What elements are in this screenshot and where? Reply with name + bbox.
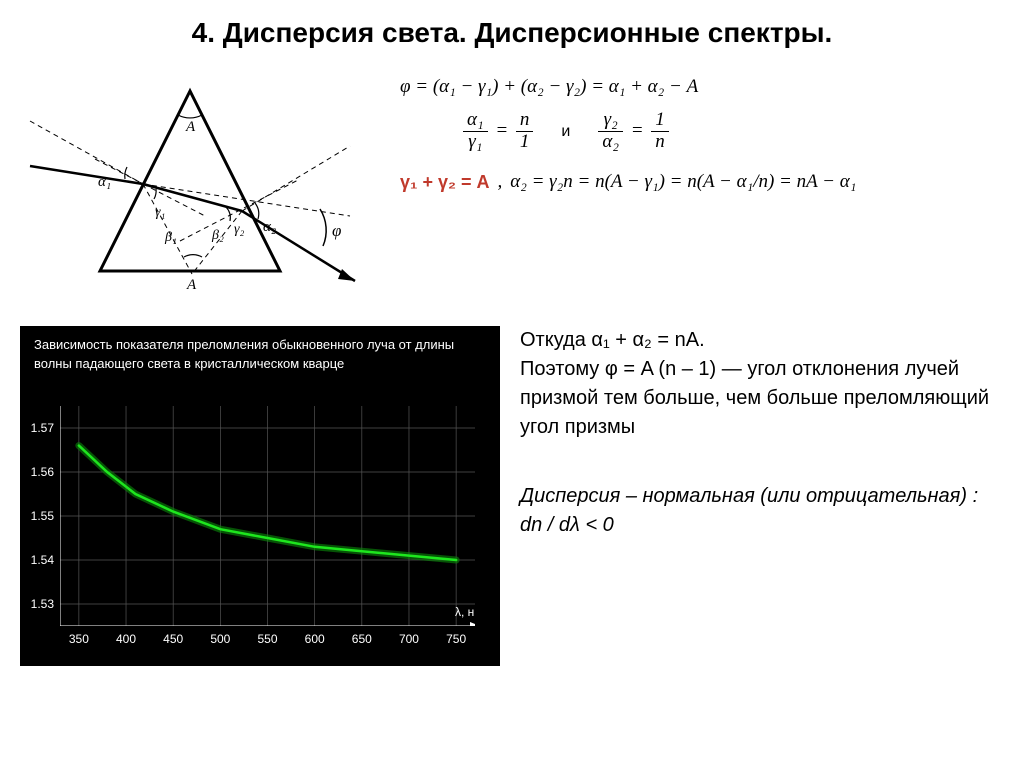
x-tick: 750 bbox=[446, 626, 466, 646]
x-tick: 650 bbox=[352, 626, 372, 646]
dispersion-graph: Зависимость показателя преломления обыкн… bbox=[20, 326, 500, 666]
label-gamma1: γ₁ bbox=[155, 205, 165, 220]
x-tick: 550 bbox=[257, 626, 277, 646]
x-tick: 450 bbox=[163, 626, 183, 646]
label-A-bot: A bbox=[186, 277, 197, 293]
y-tick: 1.57 bbox=[31, 421, 60, 435]
graph-title: Зависимость показателя преломления обыкн… bbox=[20, 326, 500, 378]
eq-phi: φ = (α₁ − γ₁) + (α₂ − γ₂) = α₁ + α₂ − A bbox=[400, 76, 1004, 98]
lower-section: Зависимость показателя преломления обыкн… bbox=[0, 316, 1024, 666]
page-title: 4. Дисперсия света. Дисперсионные спектр… bbox=[0, 0, 1024, 71]
x-tick: 400 bbox=[116, 626, 136, 646]
label-beta2: β₂ bbox=[211, 228, 224, 243]
x-tick: 500 bbox=[210, 626, 230, 646]
label-gamma2: γ₂ bbox=[234, 222, 245, 237]
y-tick: 1.56 bbox=[31, 465, 60, 479]
equations-block: φ = (α₁ − γ₁) + (α₂ − γ₂) = α₁ + α₂ − A … bbox=[400, 71, 1004, 301]
paragraph-2: Дисперсия – нормальная (или отрицательна… bbox=[520, 482, 1004, 540]
svg-text:λ, нм: λ, нм bbox=[455, 605, 475, 619]
label-A-top: A bbox=[185, 119, 196, 135]
label-alpha1: α₁ bbox=[98, 174, 111, 190]
label-alpha2: α₂ bbox=[263, 219, 276, 235]
graph-plot: n₀ (λ) λ, нм 1.531.541.551.561.57 350400… bbox=[60, 406, 475, 626]
eq-fractions: α₁γ₁ = n1 и γ₂α₂ = 1n bbox=[400, 110, 1004, 153]
x-tick: 600 bbox=[305, 626, 325, 646]
eq-bottom-row: γ₁ + γ₂ = A , α₂ = γ₂n = n(A − γ₁) = n(A… bbox=[400, 171, 1004, 193]
upper-section: A α₁ γ₁ β₁ β₂ γ₂ α₂ φ A φ = (α₁ − γ₁) + … bbox=[0, 71, 1024, 301]
y-tick: 1.53 bbox=[31, 597, 60, 611]
y-tick: 1.55 bbox=[31, 509, 60, 523]
eq-alpha2: α₂ = γ₂n = n(A − γ₁) = n(A − α₁/n) = nA … bbox=[510, 171, 856, 193]
explanation-text: Откуда α₁ + α₂ = nA. Поэтому φ = A (n – … bbox=[520, 326, 1004, 666]
label-beta1: β₁ bbox=[164, 230, 177, 245]
x-tick: 700 bbox=[399, 626, 419, 646]
eq-gamma-sum: γ₁ + γ₂ = A bbox=[400, 172, 490, 193]
x-tick: 350 bbox=[69, 626, 89, 646]
prism-diagram: A α₁ γ₁ β₁ β₂ γ₂ α₂ φ A bbox=[20, 71, 370, 301]
label-phi: φ bbox=[332, 221, 341, 240]
y-tick: 1.54 bbox=[31, 553, 60, 567]
paragraph-1: Откуда α₁ + α₂ = nA. Поэтому φ = A (n – … bbox=[520, 326, 1004, 442]
